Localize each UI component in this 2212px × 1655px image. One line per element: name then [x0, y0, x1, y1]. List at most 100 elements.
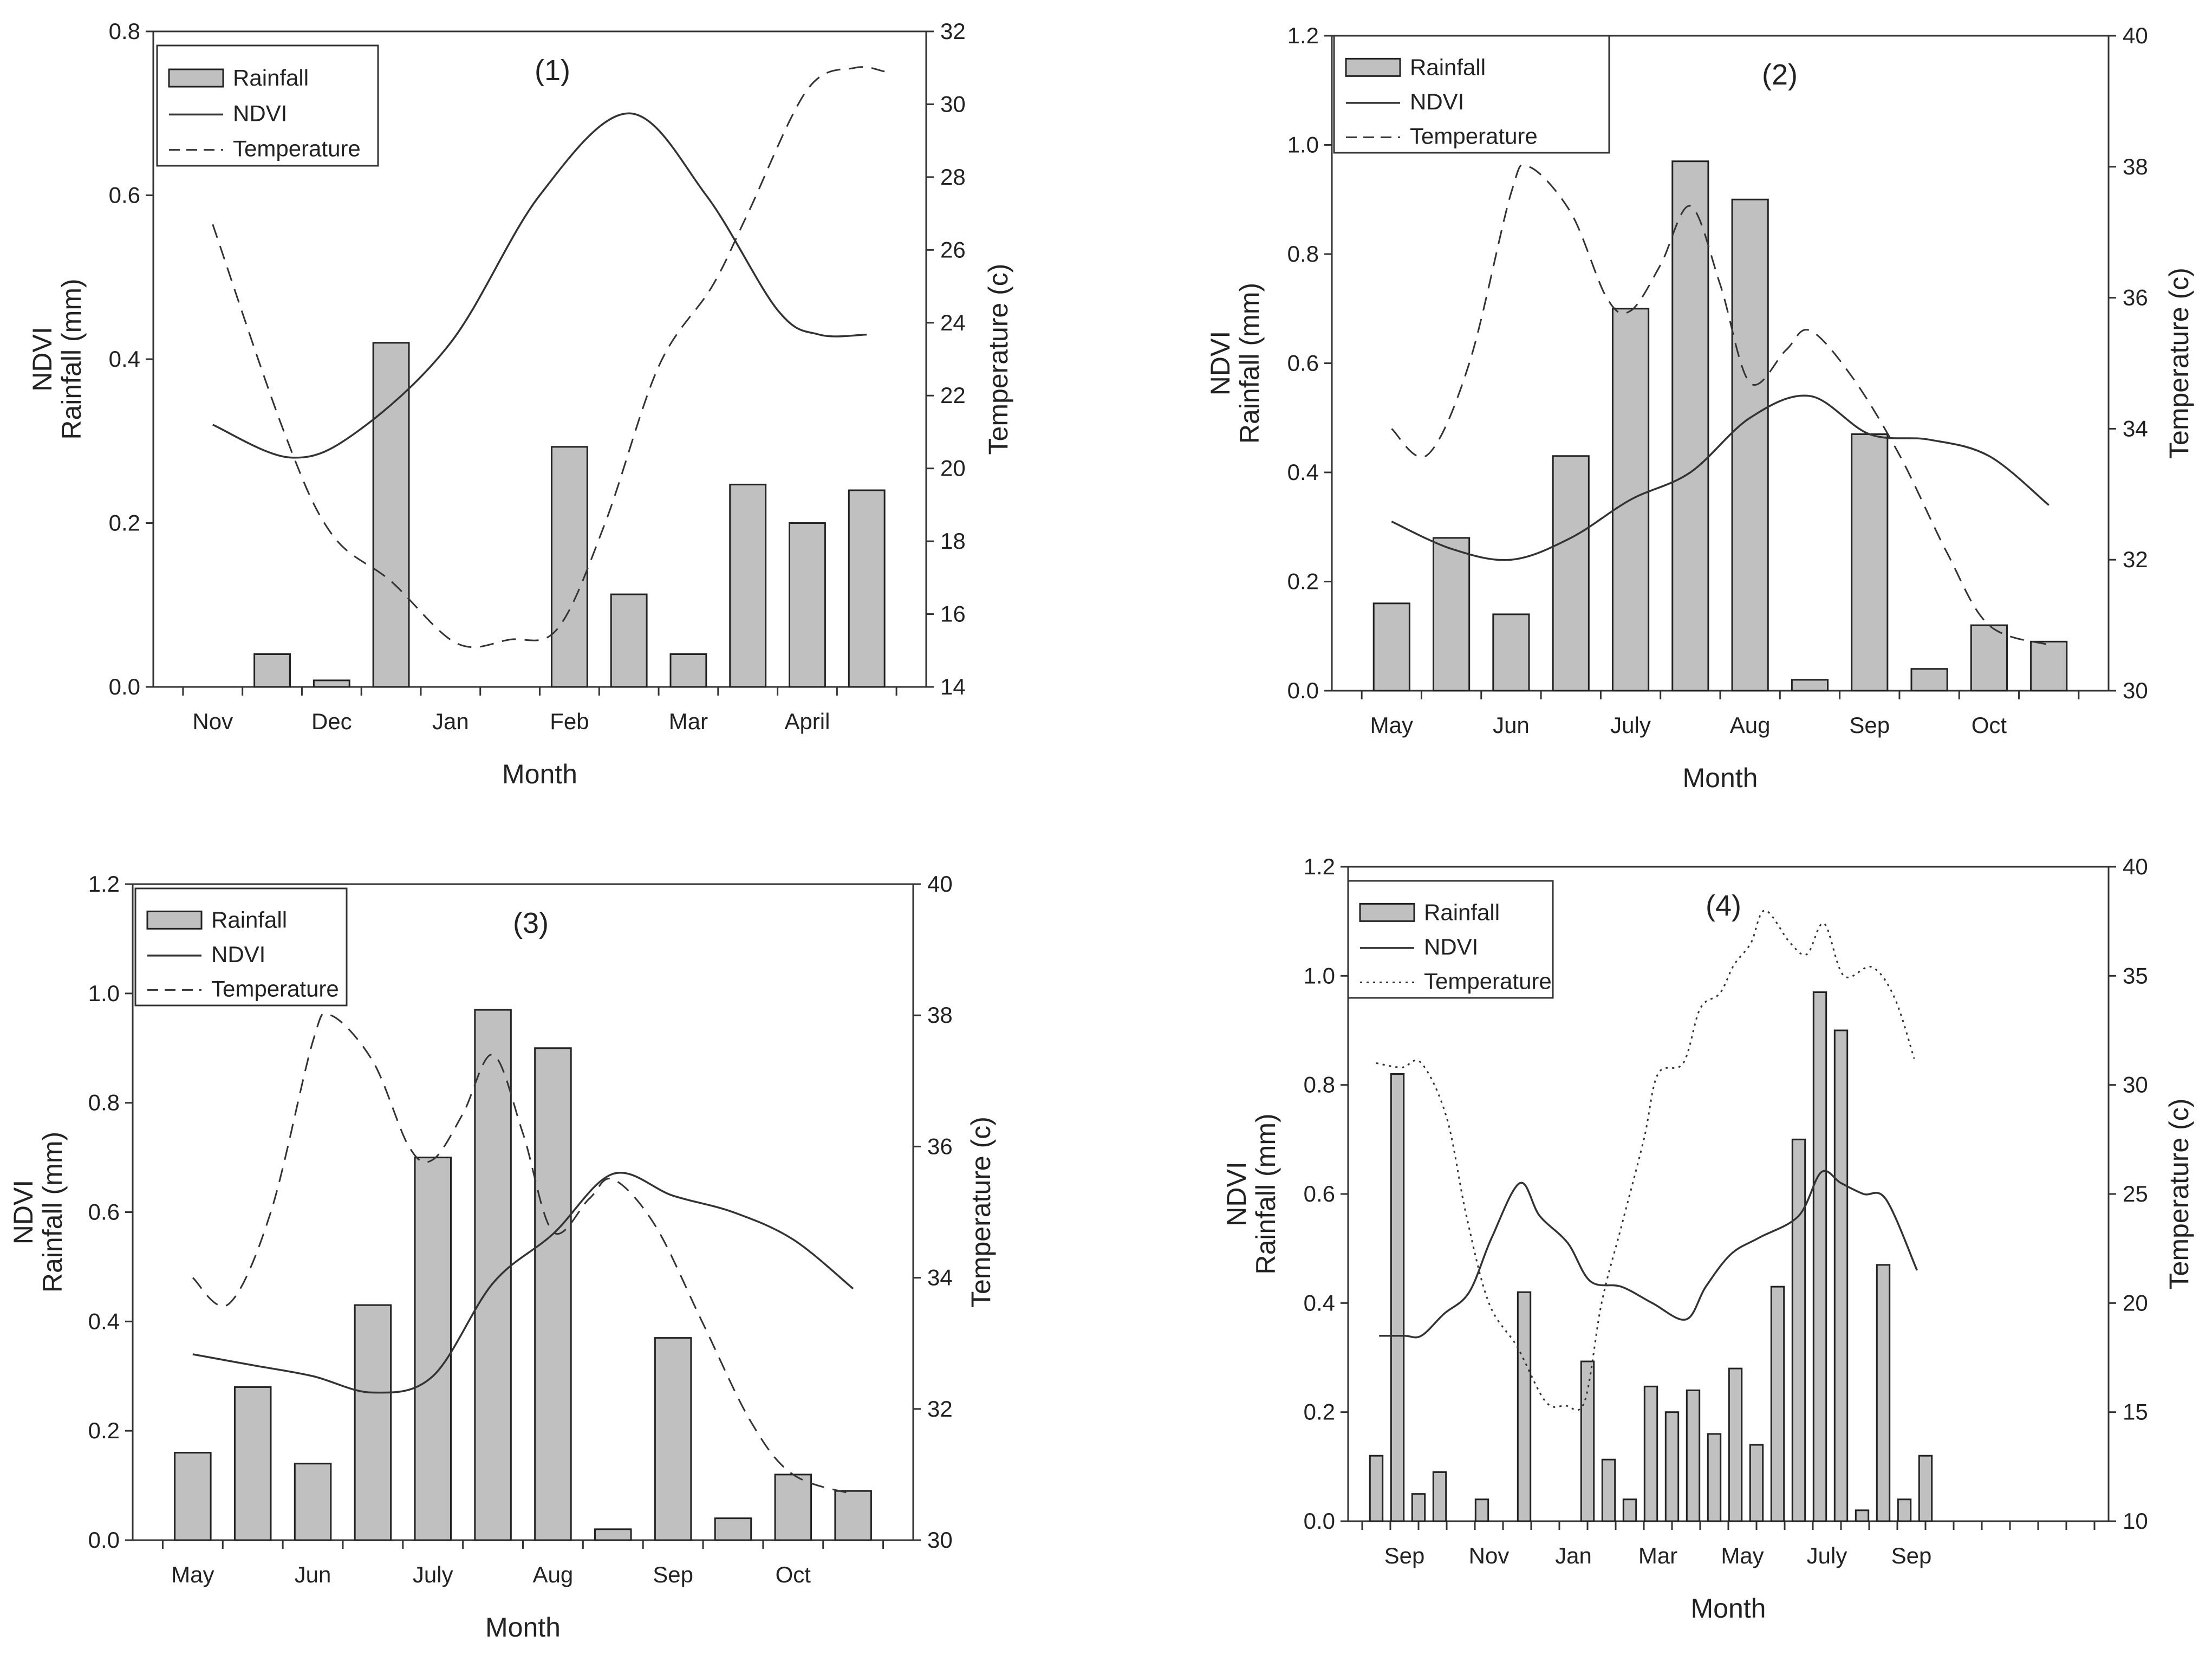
- y-tick-label: 0.0: [1287, 678, 1319, 703]
- x-axis-title: Month: [1691, 1593, 1766, 1624]
- x-axis-title: Month: [1683, 763, 1758, 793]
- y2-tick-label: 32: [940, 18, 966, 44]
- x-tick-label: May: [1370, 712, 1413, 738]
- y2-axis-title: Temperature (c): [2164, 268, 2194, 459]
- rainfall-bar: [313, 679, 350, 688]
- x-axis-title: Month: [502, 759, 577, 789]
- y2-tick-label: 15: [2123, 1399, 2148, 1425]
- legend: Rainfall NDVI Temperature: [1333, 35, 1610, 154]
- rainfall-bar: [594, 1528, 632, 1541]
- y-tick-label: 1.0: [1304, 963, 1335, 988]
- legend-temperature-label: Temperature: [233, 136, 361, 161]
- rainfall-bar: [1492, 613, 1530, 692]
- x-tick-label: July: [1807, 1543, 1847, 1568]
- rainfall-bar: [1664, 1411, 1680, 1522]
- x-tick-label: July: [413, 1562, 453, 1587]
- chart-panel-3: 0.0 0.2 0.4 0.6 0.8 1.0 1.2 30 32 34 36 38 40 May Jun J…: [8, 871, 996, 1643]
- y-tick-label: 0.6: [1304, 1181, 1335, 1206]
- y-tick-label: 0.4: [1304, 1290, 1335, 1315]
- rainfall-bar: [834, 1490, 872, 1541]
- rainfall-bar: [1601, 1458, 1616, 1522]
- y-tick-label: 0.2: [88, 1418, 120, 1443]
- rainfall-bar: [1897, 1498, 1912, 1522]
- rainfall-bar: [1812, 991, 1827, 1522]
- legend-temperature-label: Temperature: [1424, 968, 1552, 994]
- legend-rainfall-swatch: [1359, 903, 1415, 922]
- rainfall-bar: [1833, 1029, 1849, 1522]
- x-axis-title: Month: [485, 1612, 561, 1643]
- y-tick-label: 0.8: [88, 1090, 120, 1115]
- rainfall-bar: [1686, 1389, 1701, 1522]
- legend-ndvi-label: NDVI: [1424, 934, 1478, 959]
- x-tick-label: Dec: [311, 709, 352, 734]
- rainfall-bar: [714, 1517, 752, 1541]
- y2-tick-label: 18: [940, 528, 966, 554]
- ndvi-line: [212, 112, 867, 459]
- rainfall-bar: [414, 1157, 452, 1541]
- y2-tick-label: 14: [940, 674, 966, 699]
- rainfall-bar: [550, 446, 588, 688]
- rainfall-bar: [1707, 1433, 1722, 1522]
- y-tick-label: 0.8: [109, 18, 140, 44]
- rainfall-bar: [294, 1463, 332, 1541]
- panel-title: (2): [1762, 59, 1798, 91]
- y2-tick-label: 38: [2123, 154, 2148, 179]
- rainfall-bar: [1411, 1493, 1426, 1522]
- rainfall-bar: [1432, 1471, 1447, 1522]
- x-tick-label: Aug: [1730, 712, 1771, 738]
- y-tick-label: 0.2: [109, 510, 140, 536]
- rainfall-bar: [534, 1047, 572, 1541]
- ndvi-line: [192, 1172, 854, 1394]
- rainfall-bar: [610, 593, 648, 688]
- y2-tick-label: 28: [940, 164, 966, 190]
- x-tick-label: Oct: [776, 1562, 811, 1587]
- y2-tick-label: 34: [927, 1265, 953, 1290]
- y-axis-title-line-1: NDVI: [1205, 331, 1235, 395]
- y2-tick-label: 32: [927, 1396, 953, 1422]
- y-tick-label: 0.8: [1304, 1072, 1335, 1098]
- rainfall-bar: [1728, 1367, 1743, 1522]
- y-tick-label: 1.2: [1287, 23, 1319, 48]
- rainfall-bar: [848, 489, 886, 688]
- chart-panel-1: 0.0 0.2 0.4 0.6 0.8 14 16 18 20 22 24 26 28 30 32 Nov De…: [27, 18, 1013, 789]
- x-tick-label: Sep: [1849, 712, 1890, 738]
- rainfall-bar: [1433, 537, 1471, 692]
- y2-tick-label: 22: [940, 382, 966, 408]
- legend-box: [1347, 880, 1554, 999]
- y2-tick-label: 34: [2123, 416, 2148, 441]
- rainfall-bar: [1970, 624, 2008, 692]
- rainfall-bar: [2030, 640, 2068, 692]
- legend-rainfall-label: Rainfall: [1424, 899, 1500, 925]
- x-tick-label: Mar: [669, 709, 708, 734]
- ndvi-line: [1391, 394, 2050, 561]
- y-tick-label: 0.0: [88, 1527, 120, 1553]
- rainfall-bar: [1749, 1444, 1764, 1522]
- rainfall-bar: [1770, 1286, 1785, 1522]
- y-tick-label: 0.0: [1304, 1508, 1335, 1534]
- chart-panel-2: 0.0 0.2 0.4 0.6 0.8 1.0 1.2 30 32 34 36 38 40 May Jun J…: [1205, 23, 2194, 793]
- y2-tick-label: 30: [927, 1527, 953, 1553]
- y2-tick-label: 10: [2123, 1508, 2148, 1534]
- rainfall-bar: [1918, 1455, 1933, 1522]
- legend-box: [1333, 35, 1610, 154]
- x-tick-label: Nov: [1469, 1543, 1510, 1568]
- rainfall-bar: [1517, 1291, 1532, 1522]
- rainfall-bar: [1851, 433, 1889, 692]
- y-tick-label: 0.4: [1287, 459, 1319, 485]
- legend: Rainfall NDVI Temperature: [134, 887, 348, 1007]
- y-axis-title-line-2: Rainfall (mm): [1251, 1113, 1281, 1274]
- rainfall-bar: [774, 1474, 812, 1541]
- chart-panel-4: 0.0 0.2 0.4 0.6 0.8 1.0 1.2 10 15 20 25 30 35 40 Sep No…: [1221, 854, 2194, 1624]
- y2-tick-label: 40: [2123, 23, 2148, 48]
- y2-tick-label: 35: [2123, 963, 2148, 988]
- rainfall-bar: [1580, 1360, 1595, 1522]
- rainfall-bar: [233, 1386, 272, 1541]
- y-axis-title-line-1: NDVI: [1221, 1161, 1252, 1226]
- legend-temperature-label: Temperature: [211, 976, 339, 1001]
- legend-rainfall-swatch: [168, 68, 224, 88]
- y2-axis-title: Temperature (c): [983, 264, 1013, 455]
- rainfall-bar: [1552, 455, 1590, 692]
- rainfall-bar: [474, 1009, 512, 1541]
- x-tick-label: May: [171, 1562, 214, 1587]
